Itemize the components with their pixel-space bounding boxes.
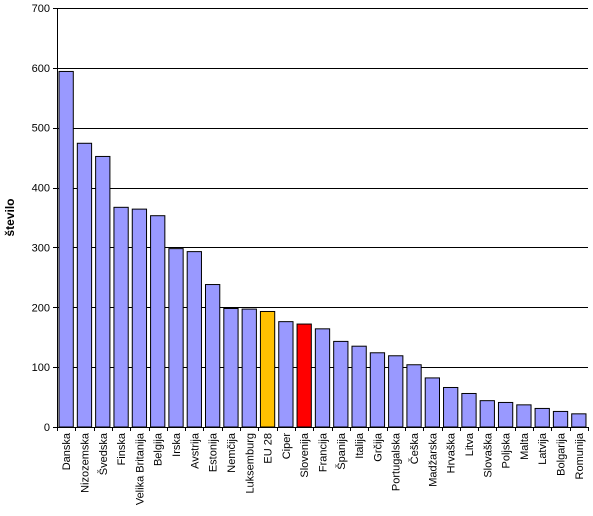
bar-romunija xyxy=(571,413,587,428)
bar-francija xyxy=(314,328,331,428)
bar-belgija xyxy=(150,215,166,428)
x-tick-label-finska: Finska xyxy=(116,432,128,465)
y-tick-label-400: 400 xyxy=(32,183,50,195)
bar-italija xyxy=(351,345,367,428)
x-tick-label-malta: Malta xyxy=(519,432,531,460)
bar-hrvaška xyxy=(443,386,459,428)
x-tick-label-francija: Francija xyxy=(318,432,330,472)
x-tick-label-grčija: Grčija xyxy=(372,432,384,462)
x-tick-label-irska: Irska xyxy=(171,432,183,457)
y-tick-label-100: 100 xyxy=(32,362,50,374)
x-tick-label-švedska: Švedska xyxy=(97,432,110,475)
x-tick-label-belgija: Belgija xyxy=(153,432,165,466)
bar-finska xyxy=(113,206,129,428)
bar-nemčija xyxy=(223,307,239,428)
x-tick-label-luksemburg: Luksemburg xyxy=(244,433,256,494)
bar-velika-britanija xyxy=(131,208,148,428)
bar-češka xyxy=(406,364,422,428)
bar-irska xyxy=(168,248,184,428)
bar-nizozemska xyxy=(76,142,93,428)
x-tick-label-portugalska: Portugalska xyxy=(391,432,403,491)
x-tick-label-slovenija: Slovenija xyxy=(299,432,311,478)
y-tick-labels: 0 100 200 300 400 500 600 700 xyxy=(32,3,50,434)
bar-avstrija xyxy=(186,251,202,428)
bar-estonija xyxy=(205,284,221,428)
x-tick-label-češka: Češka xyxy=(408,432,421,464)
bar-madžarska xyxy=(424,377,441,428)
x-tick-label-ciper: Ciper xyxy=(281,433,293,460)
bar-portugalska xyxy=(388,355,404,428)
bar-slovaška xyxy=(479,400,495,428)
x-tick-label-nizozemska: Nizozemska xyxy=(79,432,91,493)
bar-danska xyxy=(58,70,74,428)
x-tick-label-madžarska: Madžarska xyxy=(427,432,439,487)
x-tick-label-hrvaška: Hrvaška xyxy=(446,432,458,473)
bar-grčija xyxy=(369,352,386,428)
y-axis-title: število xyxy=(3,198,17,236)
bars xyxy=(58,70,587,428)
x-tick-label-eu-28: EU 28 xyxy=(263,433,275,464)
x-tick-label-litva: Litva xyxy=(464,432,476,456)
x-tick-label-velika-britanija: Velika Britanija xyxy=(134,432,146,505)
y-tick-label-0: 0 xyxy=(44,422,50,434)
bar-ciper xyxy=(278,321,294,428)
axes xyxy=(53,8,589,431)
x-tick-label-španija: Španija xyxy=(335,432,348,470)
bar-eu-28 xyxy=(259,310,276,428)
x-tick-label-estonija: Estonija xyxy=(208,432,220,472)
y-tick-label-300: 300 xyxy=(32,242,50,254)
bar-bolgarija xyxy=(552,410,569,428)
bar-švedska xyxy=(95,155,111,428)
bar-španija xyxy=(333,340,349,428)
y-tick-label-500: 500 xyxy=(32,123,50,135)
x-tick-label-romunija: Romunija xyxy=(574,432,586,479)
x-tick-label-avstrija: Avstrija xyxy=(189,432,201,469)
x-tick-label-bolgarija: Bolgarija xyxy=(556,432,568,476)
bar-luksemburg xyxy=(241,308,257,428)
x-tick-labels: Danska Nizozemska Švedska Finska Velika Brit… xyxy=(61,432,586,505)
bar-slovenija xyxy=(296,323,312,428)
x-tick-label-danska: Danska xyxy=(61,432,73,470)
x-tick-label-latvija: Latvija xyxy=(537,432,549,465)
bar-malta xyxy=(516,404,532,428)
bar-poljska xyxy=(497,401,514,428)
x-tick-label-nemčija: Nemčija xyxy=(226,432,238,473)
x-tick-label-poljska: Poljska xyxy=(501,432,513,468)
bar-litva xyxy=(461,392,477,428)
x-tick-label-italija: Italija xyxy=(354,432,366,459)
y-tick-label-700: 700 xyxy=(32,3,50,15)
y-tick-label-200: 200 xyxy=(32,302,50,314)
bar-latvija xyxy=(534,407,550,428)
x-tick-label-slovaška: Slovaška xyxy=(482,432,494,478)
y-tick-label-600: 600 xyxy=(32,63,50,75)
